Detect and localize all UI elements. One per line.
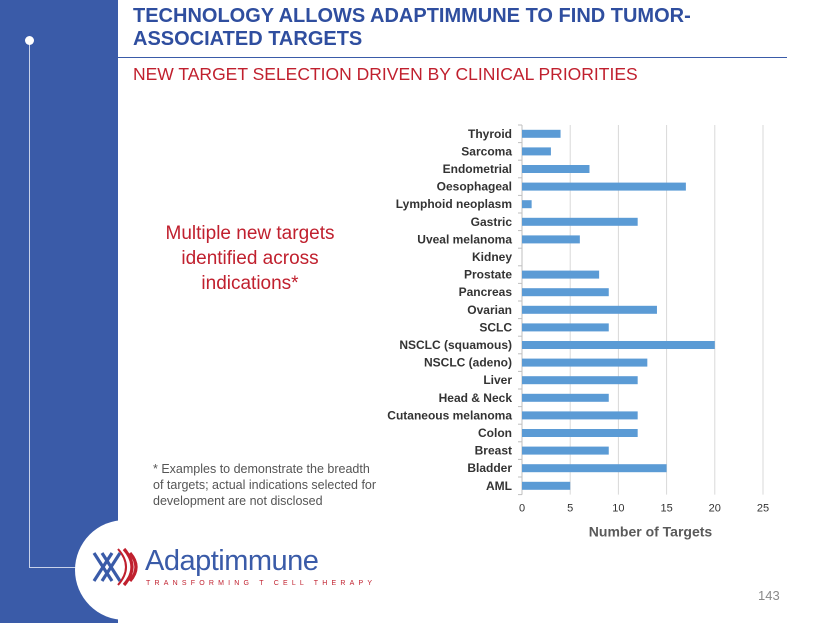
category-label: NSCLC (squamous) [399, 338, 512, 352]
category-label: SCLC [479, 320, 512, 334]
category-label: Bladder [467, 461, 512, 475]
x-tick-label: 25 [757, 503, 769, 515]
sidebar-vertical-line [29, 40, 30, 568]
category-label: Endometrial [443, 162, 512, 176]
category-label: Cutaneous melanoma [387, 408, 512, 422]
title-divider [118, 57, 787, 58]
sidebar-dot [25, 36, 34, 45]
sidebar-horizontal-line [29, 567, 89, 568]
bar [522, 429, 638, 437]
category-label: Pancreas [459, 285, 513, 299]
category-label: Oesophageal [437, 180, 512, 194]
bar [522, 217, 638, 226]
bar [522, 481, 571, 490]
bar [522, 288, 609, 297]
bar [522, 235, 580, 244]
bar [522, 182, 686, 191]
bar [522, 147, 551, 156]
bar [522, 446, 609, 455]
category-label: Gastric [471, 215, 513, 229]
footnote: * Examples to demonstrate the breadth of… [153, 462, 377, 508]
category-label: AML [486, 479, 512, 493]
category-label: NSCLC (adeno) [424, 356, 512, 370]
x-tick-label: 0 [519, 503, 525, 515]
bar [522, 376, 638, 385]
category-label: Liver [483, 373, 512, 387]
category-label: Breast [475, 444, 512, 458]
bar [522, 270, 600, 279]
company-logo: Adaptimmune TRANSFORMING T CELL THERAPY [90, 543, 372, 593]
category-label: Uveal melanoma [417, 232, 512, 246]
logo-mark-icon [92, 547, 138, 587]
bar [522, 165, 590, 173]
x-axis-title: Number of Targets [589, 524, 713, 540]
bar [522, 323, 609, 332]
page-subtitle: NEW TARGET SELECTION DRIVEN BY CLINICAL … [133, 64, 638, 84]
x-tick-label: 10 [612, 503, 624, 515]
bar-chart: 0 5 10 15 20 25 Thyroid Sarcoma Endometrial Oesop… [387, 124, 769, 540]
bar [522, 464, 667, 473]
bar [522, 341, 715, 349]
bar [522, 358, 648, 367]
category-label: Kidney [472, 250, 512, 264]
bar [522, 411, 638, 420]
category-label: Colon [478, 426, 512, 440]
bar [522, 305, 657, 314]
logo-wordmark: Adaptimmune [145, 545, 319, 577]
category-label: Head & Neck [439, 391, 513, 405]
category-label: Thyroid [468, 127, 512, 141]
category-label: Lymphoid neoplasm [396, 197, 512, 211]
category-label: Ovarian [467, 303, 512, 317]
bar [522, 393, 609, 402]
category-label: Sarcoma [461, 144, 512, 158]
callout-text: Multiple new targets identified across i… [165, 223, 335, 294]
bar [522, 129, 561, 138]
page-title: TECHNOLOGY ALLOWS ADAPTIMMUNE TO FIND TU… [133, 5, 691, 50]
x-tick-label: 20 [709, 503, 721, 515]
bar [522, 200, 532, 209]
x-tick-label: 15 [660, 503, 672, 515]
category-label: Prostate [464, 268, 512, 282]
page-number: 143 [758, 588, 780, 603]
sidebar-band [0, 0, 118, 623]
x-tick-label: 5 [567, 503, 573, 515]
logo-tagline: TRANSFORMING T CELL THERAPY [146, 580, 377, 587]
